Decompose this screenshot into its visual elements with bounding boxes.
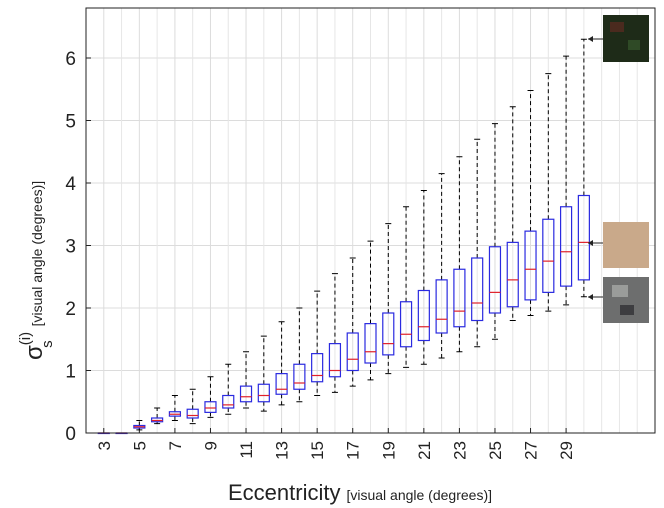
box: [417, 289, 430, 342]
x-tick-label: 7: [166, 441, 185, 450]
y-tick-label: 1: [65, 362, 76, 383]
y-label-symbol: σ: [21, 345, 48, 360]
y-label-subscript: s: [39, 340, 56, 348]
x-label-unit: [visual angle (degrees)]: [346, 487, 492, 503]
box: [382, 312, 395, 356]
box: [453, 268, 466, 328]
y-tick-label: 5: [65, 112, 76, 133]
box: [328, 343, 342, 378]
box: [239, 385, 253, 403]
y-tick-label: 6: [65, 49, 76, 70]
box: [222, 394, 235, 409]
axes-frame: [85, 7, 656, 434]
boxes: [97, 38, 590, 435]
arrow-head: [588, 294, 593, 300]
box: [257, 383, 270, 403]
box: [151, 417, 164, 423]
box: [275, 373, 288, 395]
texture-detail: [620, 305, 634, 315]
arrow-head: [588, 36, 593, 42]
x-tick-label: 17: [344, 441, 363, 460]
texture-detail: [628, 40, 640, 50]
x-tick-label: 5: [130, 441, 149, 450]
y-tick-label: 2: [65, 299, 76, 320]
box: [346, 332, 359, 372]
y-tick-label: 0: [65, 424, 76, 445]
x-tick-label: 23: [450, 441, 469, 460]
x-tick-label: 25: [486, 441, 505, 460]
x-tick-label: 15: [308, 441, 327, 460]
x-tick-label: 13: [273, 441, 292, 460]
x-tick-label: 21: [415, 441, 434, 460]
texture-image: [603, 277, 649, 323]
box: [488, 246, 502, 314]
y-tick-label: 4: [65, 174, 76, 195]
x-tick-label: 11: [237, 441, 256, 459]
example-images: [588, 15, 649, 323]
box: [542, 218, 555, 293]
box: [186, 408, 199, 419]
x-tick-label: 29: [557, 441, 576, 460]
box: [524, 230, 537, 301]
x-axis-label: Eccentricity [visual angle (degrees)]: [228, 480, 492, 505]
texture-image: [603, 15, 649, 62]
x-tick-label: 19: [379, 441, 398, 460]
x-tick-label: 27: [522, 441, 541, 460]
box: [577, 194, 590, 281]
y-label-superscript: (i): [17, 332, 34, 345]
box: [311, 353, 324, 383]
box: [471, 257, 484, 322]
texture-detail: [612, 285, 628, 297]
box: [399, 301, 413, 348]
y-label-unit: [visual angle (degrees)]: [29, 181, 45, 327]
box: [506, 241, 519, 308]
y-axis-label: σ(i) s [visual angle (degrees)]: [17, 181, 56, 360]
box: [559, 206, 573, 287]
box: [435, 279, 448, 334]
box: [204, 401, 217, 413]
x-tick-label: 9: [201, 441, 220, 450]
texture-detail: [610, 22, 624, 32]
arrow-head: [588, 240, 593, 246]
y-tick-label: 3: [65, 237, 76, 258]
box: [293, 363, 306, 390]
texture-image: [603, 222, 649, 268]
box: [364, 323, 377, 364]
x-tick-label: 3: [95, 441, 114, 450]
x-label-main: Eccentricity: [228, 480, 340, 505]
